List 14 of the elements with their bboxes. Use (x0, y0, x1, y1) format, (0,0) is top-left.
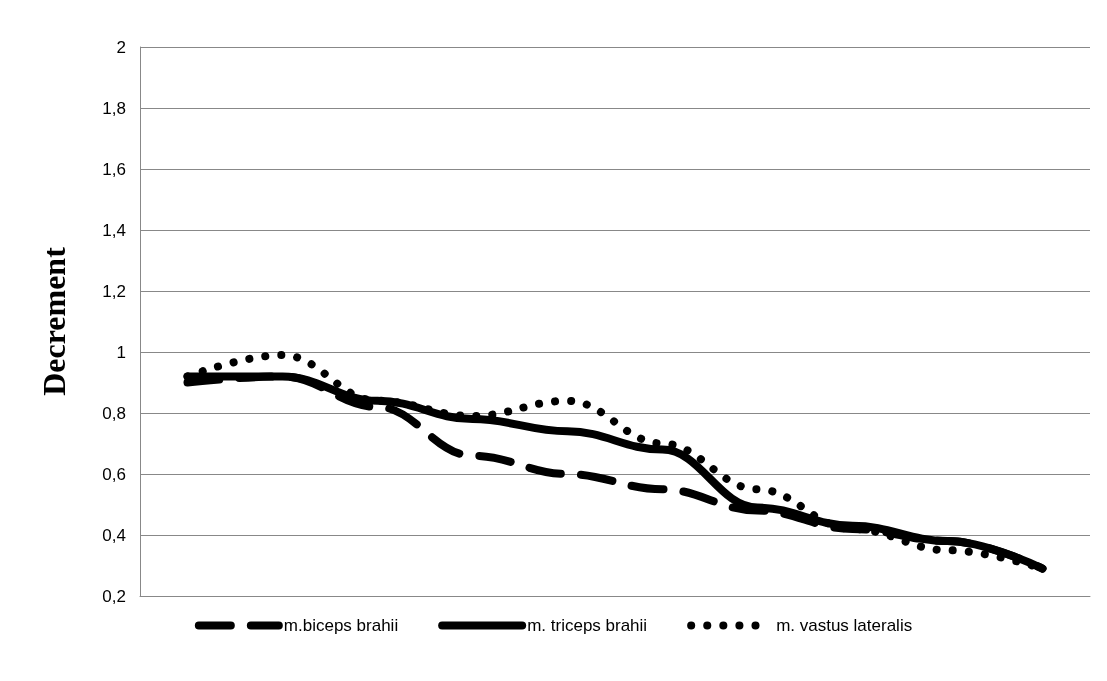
legend-label: m.biceps brahii (283, 616, 399, 635)
y-tick-label: 1,6 (102, 159, 126, 179)
y-tick-label: 2 (116, 37, 126, 57)
y-tick-label: 1,8 (102, 98, 126, 118)
y-tick-label: 0,8 (102, 403, 126, 423)
y-tick-label: 1,4 (102, 220, 126, 240)
y-tick-label: 0,6 (102, 464, 126, 484)
y-tick-label: 0,4 (102, 525, 126, 545)
y-axis-title: Decrement (36, 246, 72, 396)
legend-label: m. vastus lateralis (776, 616, 913, 635)
y-tick-label: 0,2 (102, 586, 126, 606)
y-tick-label: 1,2 (102, 281, 126, 301)
legend-label: m. triceps brahii (527, 616, 648, 635)
y-tick-label: 1 (116, 342, 126, 362)
